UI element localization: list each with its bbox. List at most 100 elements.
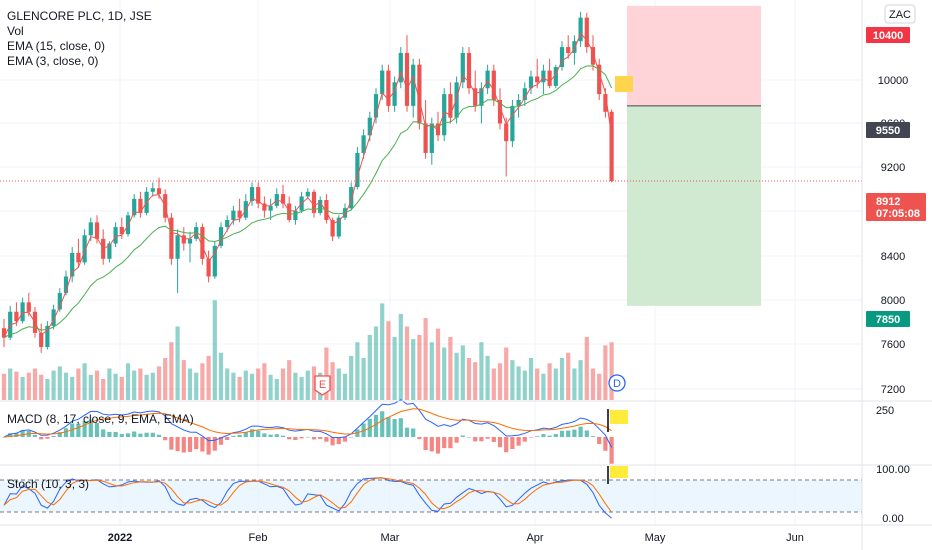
candle-body [504,123,509,142]
candle-body [26,302,31,312]
candle-body [330,220,335,237]
dividend-marker[interactable]: D [608,374,626,392]
candle-body [138,198,143,213]
macd-histogram-bar [150,432,155,437]
volume-bar [218,352,224,400]
candle-body [256,187,261,204]
entry-price-tag-box [866,122,910,138]
candle-body [361,135,366,153]
candle-body [311,191,317,213]
macd-histogram-bar [485,437,490,439]
ema-lines [3,32,613,339]
time-tick-label: 2022 [108,532,132,544]
volume-bar [76,368,81,400]
candle-body [367,117,372,136]
symbol-title[interactable]: GLENCORE PLC, 1D, JSE [7,9,152,23]
earnings-marker[interactable]: E [314,375,331,396]
macd-histogram-bar [45,437,50,439]
stop-price-tag-label: 7850 [876,314,900,326]
currency-badge-box[interactable] [884,4,916,24]
macd-histogram-bar [559,430,565,437]
macd-histogram-bar [324,437,329,442]
time-axis[interactable]: 2022 Feb Mar Apr May Jun [108,532,804,544]
candle-body [231,210,236,220]
volume-bar [26,372,31,400]
macd-histogram-bar [181,437,186,453]
candle-body [218,227,224,246]
stoch-legend[interactable]: Stoch (10, 3, 3) [7,477,90,491]
volume-bar [194,372,199,400]
volume-bar [32,368,38,400]
macd-histogram-bar [262,433,267,437]
candle-body [522,88,527,100]
volume-bar [63,372,69,400]
stop-price-tag-box [866,311,910,327]
volume-bar [51,370,56,400]
macd-histogram-bar [144,432,149,437]
volume-bar [541,373,546,400]
candle-body [553,67,558,86]
volume-bar [429,342,434,400]
currency-badge-label[interactable]: ZAC [889,9,911,21]
macd-histogram-bar [57,432,62,437]
volume-bar [70,376,75,400]
volume-bar [8,368,13,400]
volume-bar [101,379,106,400]
volume-bar [454,352,459,400]
volume-bar [181,360,186,400]
legend-ema-15[interactable]: EMA (15, close, 0) [7,39,106,53]
candle-body [590,47,596,65]
candle-body [336,217,341,237]
price-axis[interactable]: 100009600920088008400800076007200ZAC1040… [866,4,926,525]
macd-pane [1,399,614,464]
candle-body [305,191,310,197]
macd-histogram-bar [237,434,242,437]
macd-histogram-bar [609,437,614,464]
candle-body [541,70,546,83]
legend-volume[interactable]: Vol [7,24,24,38]
legend-ema-3[interactable]: EMA (3, close, 0) [7,54,99,68]
volume-bar [305,370,310,400]
volume-bar [14,371,19,400]
volume-bar [510,360,515,400]
time-tick-label: Mar [381,532,400,544]
candle-body [528,76,534,89]
candle-body [572,41,577,53]
candle-body [466,52,472,89]
price-tick-label: 9200 [881,162,905,174]
target-zone[interactable] [627,5,761,106]
macd-histogram-bar [491,437,496,442]
candle-body [156,188,162,195]
alert-flag-stoch[interactable] [610,466,628,478]
macd-histogram-bar [398,418,403,437]
macd-histogram-bar [243,432,248,437]
long-position-tool[interactable] [0,5,862,306]
macd-histogram-bar [510,437,515,449]
volume-bar [349,355,354,400]
volume-bar [342,373,348,400]
macd-legend[interactable]: MACD (8, 17, close, 9, EMA, EMA) [7,412,194,426]
stoch-d-line [3,477,613,513]
ema-15-line [3,65,613,339]
macd-histogram-bar [535,436,540,437]
candle-body [566,47,571,53]
candle-body [404,52,410,106]
candle-body [249,187,255,202]
macd-histogram-bar [541,434,546,437]
dividend-label: D [613,378,621,390]
earnings-icon [314,375,331,396]
macd-histogram-bar [460,435,465,437]
candle-body [51,309,56,326]
candle-body [94,222,100,239]
volume-bar [380,303,385,400]
alert-flag-macd[interactable] [610,410,628,424]
stop-zone[interactable] [627,105,761,306]
target-price-tag-box [866,27,910,43]
alert-flag-main[interactable] [615,76,633,92]
volume-bar [225,368,230,400]
volume-bar [504,347,509,400]
candle-body [206,258,211,277]
